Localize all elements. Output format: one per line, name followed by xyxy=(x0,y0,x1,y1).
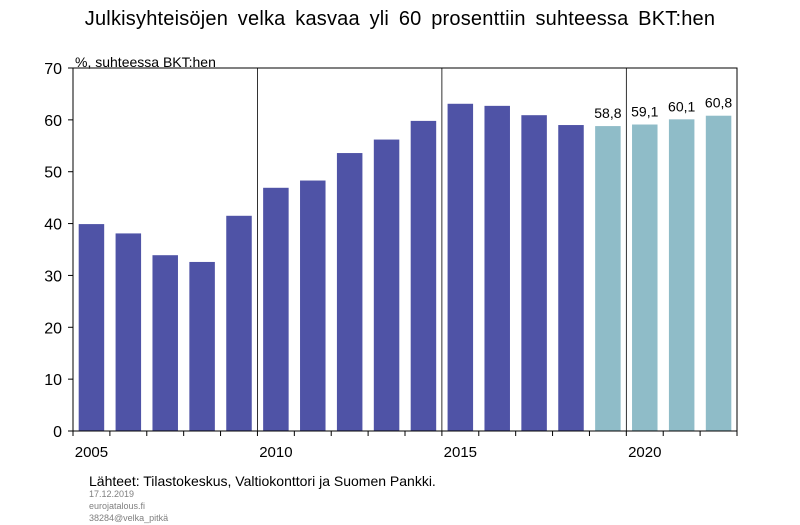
chart-code: 38284@velka_pitkä xyxy=(89,513,169,523)
bar-2018 xyxy=(558,125,584,431)
bar-2011 xyxy=(300,180,326,431)
y-axis-label: %, suhteessa BKT:hen xyxy=(75,54,216,70)
sources-note: Lähteet: Tilastokeskus, Valtiokonttori j… xyxy=(89,473,436,489)
chart-title: Julkisyhteisöjen velka kasvaa yli 60 pro… xyxy=(84,8,716,30)
x-tick-label-2015: 2015 xyxy=(444,444,477,461)
data-label-2019: 58,8 xyxy=(594,105,621,121)
bar-2015 xyxy=(447,103,474,431)
y-tick-label-40: 40 xyxy=(44,217,62,234)
bar-2019 xyxy=(595,126,621,431)
y-tick-label-60: 60 xyxy=(44,113,62,130)
y-tick-label-0: 0 xyxy=(53,424,62,441)
bar-2021 xyxy=(668,119,695,431)
publish-date: 17.12.2019 xyxy=(89,489,135,499)
data-label-2020: 59,1 xyxy=(631,104,658,120)
bar-2005 xyxy=(78,224,105,431)
y-tick-label-70: 70 xyxy=(44,61,62,78)
bar-2017 xyxy=(521,115,547,431)
data-label-2021: 60,1 xyxy=(668,98,695,114)
site-name: eurojatalous.fi xyxy=(89,501,146,511)
y-tick-label-50: 50 xyxy=(44,165,62,182)
bar-2009 xyxy=(226,215,252,431)
x-tick-label-2010: 2010 xyxy=(259,444,292,461)
bar-2007 xyxy=(152,255,178,431)
x-tick-label-2020: 2020 xyxy=(628,444,661,461)
bar-2016 xyxy=(484,105,510,432)
bar-2020 xyxy=(632,124,658,432)
y-tick-label-20: 20 xyxy=(44,320,62,337)
y-tick-label-30: 30 xyxy=(44,268,62,285)
data-label-2022: 60,8 xyxy=(705,95,732,111)
x-tick-label-2005: 2005 xyxy=(75,444,108,461)
bar-2022 xyxy=(705,115,732,432)
bar-2013 xyxy=(373,139,400,431)
bar-2008 xyxy=(189,261,215,431)
bar-2014 xyxy=(410,120,437,431)
bar-2010 xyxy=(263,187,289,431)
y-tick-label-10: 10 xyxy=(44,372,62,389)
bar-2012 xyxy=(336,153,363,432)
bar-2006 xyxy=(115,233,142,431)
